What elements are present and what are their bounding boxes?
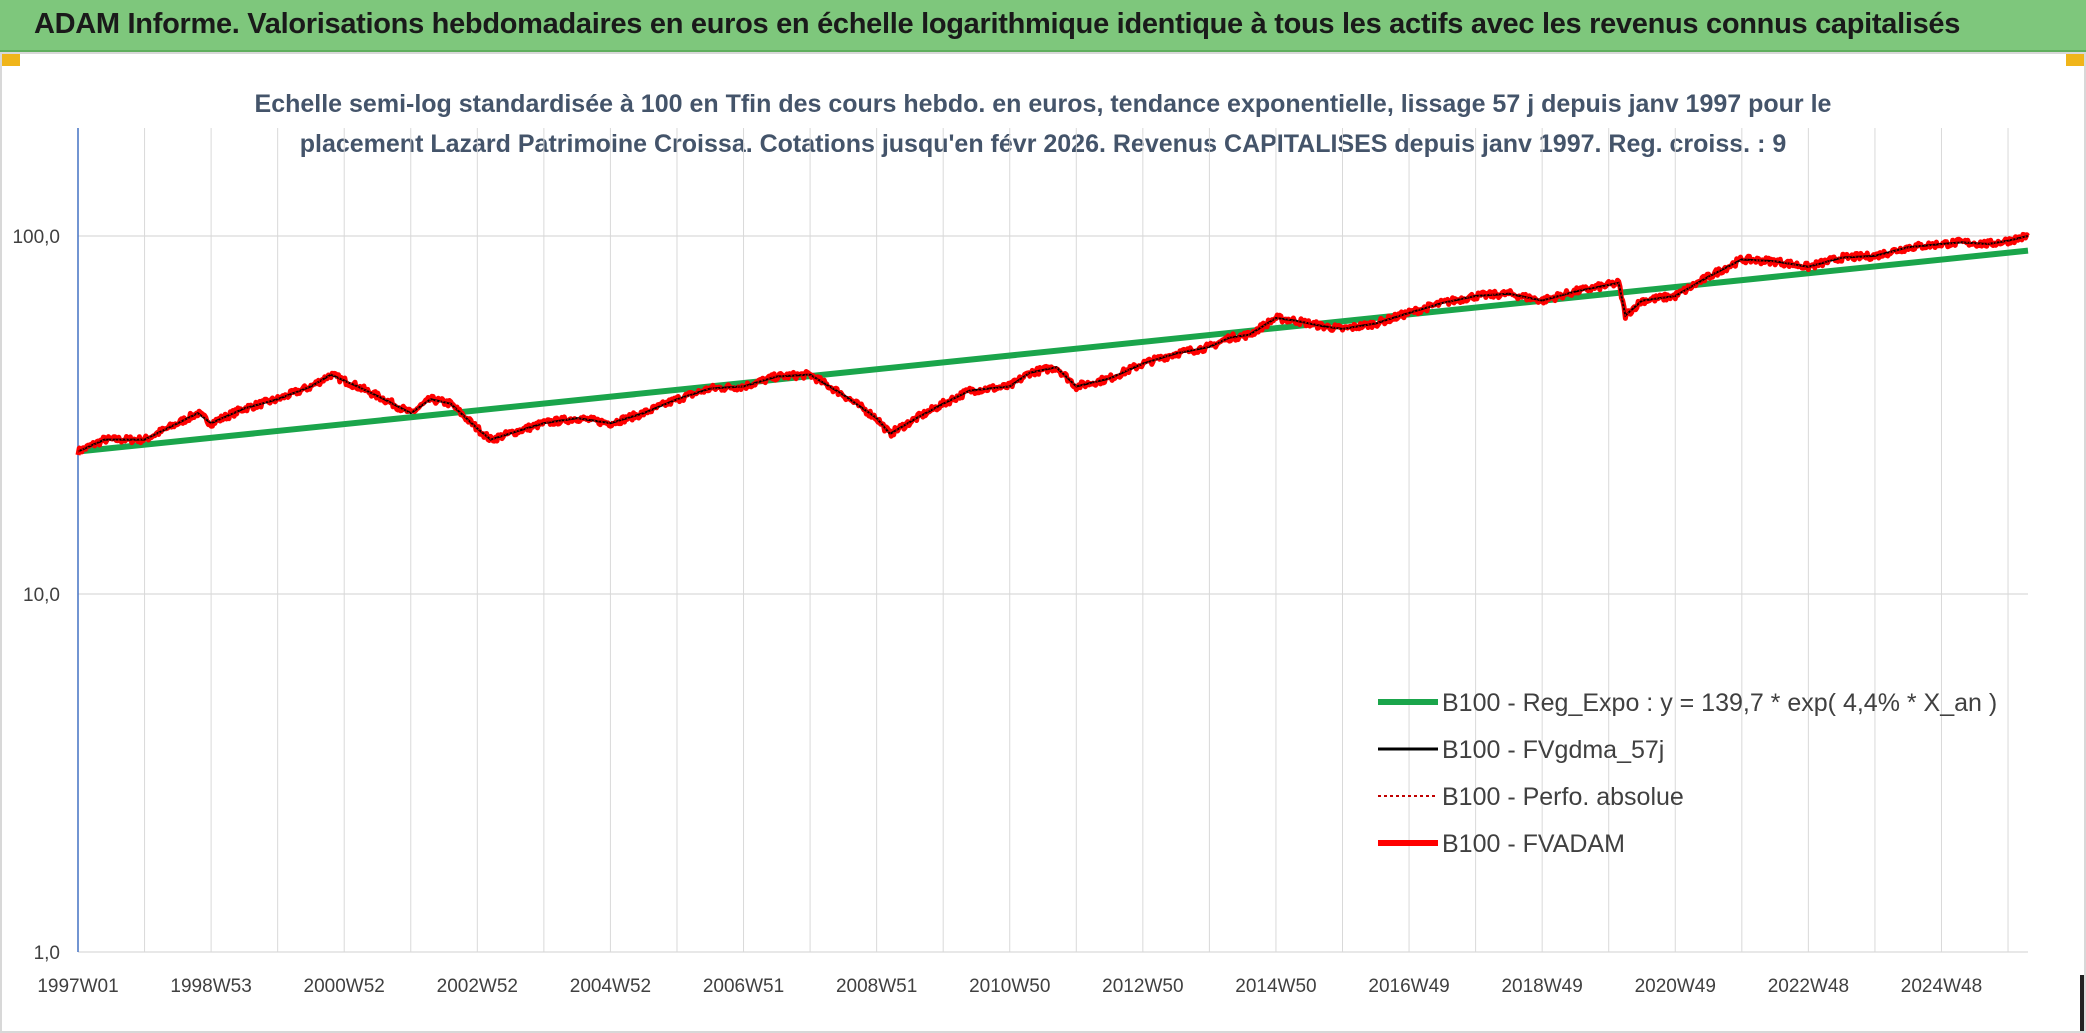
y-tick-label: 10,0	[23, 585, 60, 606]
chart-subtitle-line2: placement Lazard Patrimoine Croissa. Cot…	[300, 130, 1787, 158]
series-line-perfo-absolue	[77, 235, 2029, 453]
x-tick-label: 2000W52	[304, 976, 385, 997]
grid-lines	[77, 128, 2028, 953]
x-tick-label: 2006W51	[703, 976, 784, 997]
x-tick-label: 1998W53	[170, 976, 251, 997]
chart-subtitle-line1: Echelle semi-log standardisée à 100 en T…	[255, 90, 1832, 118]
x-tick-label: 2020W49	[1635, 976, 1716, 997]
x-tick-label: 2022W48	[1768, 976, 1849, 997]
x-tick-label: 2014W50	[1235, 976, 1316, 997]
title-bar: ADAM Informe. Valorisations hebdomadaire…	[0, 0, 2086, 52]
series-line-reg-expo	[77, 247, 2029, 455]
x-tick-label: 2002W52	[437, 976, 518, 997]
legend: B100 - Reg_Expo : y = 139,7 * exp( 4,4% …	[1378, 689, 1997, 858]
x-tick-label: 2016W49	[1368, 976, 1449, 997]
y-tick-label: 100,0	[12, 227, 60, 248]
corner-marker-bottom-right	[2080, 975, 2086, 1033]
series-layer	[75, 231, 2030, 456]
corner-marker-right	[2066, 52, 2086, 66]
x-tick-label: 2010W50	[969, 976, 1050, 997]
chart-frame	[0, 52, 2086, 1033]
x-tick-label: 2024W48	[1901, 976, 1982, 997]
x-tick-label: 2004W52	[570, 976, 651, 997]
legend-label: B100 - FVADAM	[1442, 830, 1625, 858]
legend-label: B100 - FVgdma_57j	[1442, 736, 1664, 764]
legend-label: B100 - Perfo. absolue	[1442, 783, 1684, 811]
y-tick-label: 1,0	[34, 943, 60, 964]
legend-label: B100 - Reg_Expo : y = 139,7 * exp( 4,4% …	[1442, 689, 1997, 717]
axes: 1,0 10,0 100,0 1997W01 1998W53 2000W52 2002W52…	[12, 128, 1982, 997]
corner-marker-left	[0, 52, 20, 66]
x-tick-label: 2012W50	[1102, 976, 1183, 997]
report-title: ADAM Informe. Valorisations hebdomadaire…	[34, 8, 1961, 40]
x-tick-label: 2018W49	[1501, 976, 1582, 997]
x-tick-label: 2008W51	[836, 976, 917, 997]
x-tick-label: 1997W01	[37, 976, 118, 997]
